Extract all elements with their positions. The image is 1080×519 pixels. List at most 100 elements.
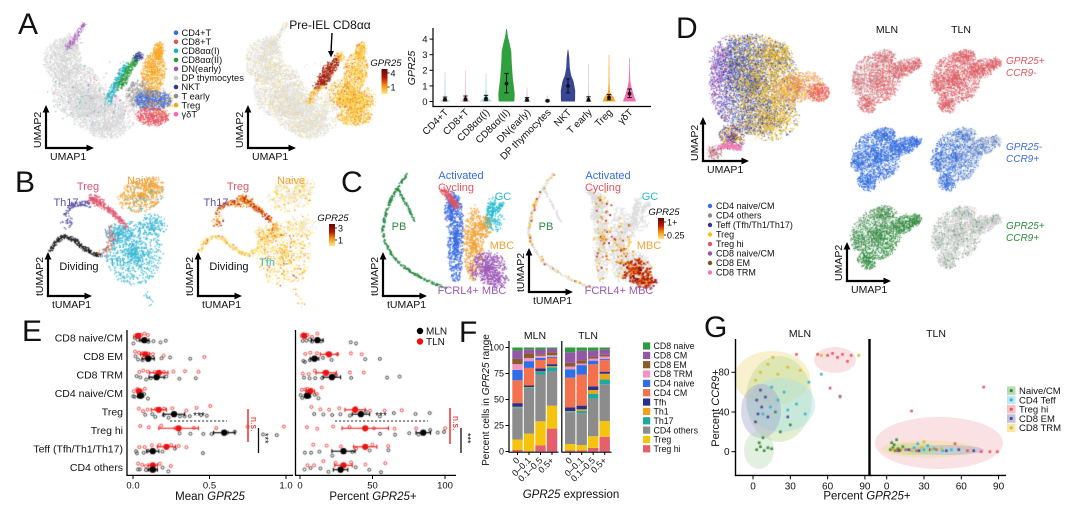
svg-text:CD4 naive/CM: CD4 naive/CM [716, 201, 775, 211]
svg-text:MBC: MBC [490, 240, 515, 252]
svg-text:Percent CCR9+: Percent CCR9+ [710, 369, 722, 446]
svg-text:CD8 TRM: CD8 TRM [77, 370, 123, 382]
svg-text:60: 60 [822, 482, 834, 493]
svg-text:50: 50 [367, 481, 378, 492]
svg-text:CD4 naive: CD4 naive [654, 379, 695, 389]
svg-text:PB: PB [392, 221, 407, 233]
svg-text:Treg: Treg [227, 181, 249, 193]
svg-text:CD4 others: CD4 others [70, 462, 123, 474]
svg-text:CCR9+: CCR9+ [1006, 154, 1039, 165]
svg-text:CD4 others: CD4 others [716, 211, 762, 221]
svg-text:Naive/CM: Naive/CM [1019, 386, 1061, 397]
svg-text:UMAP2: UMAP2 [234, 112, 246, 148]
svg-text:Tfh: Tfh [654, 397, 667, 407]
svg-text:DN(early): DN(early) [182, 64, 222, 74]
svg-text:0: 0 [884, 482, 890, 493]
svg-text:UMAP1: UMAP1 [50, 151, 86, 163]
svg-text:TLN: TLN [951, 24, 971, 36]
svg-text:Dividing: Dividing [209, 261, 248, 273]
svg-text:1+: 1+ [667, 218, 677, 228]
svg-text:MLN: MLN [426, 327, 447, 338]
svg-text:CD8 TRM: CD8 TRM [716, 268, 756, 278]
svg-text:MLN: MLN [789, 328, 811, 340]
svg-text:2: 2 [422, 66, 427, 77]
svg-text:Treg hi: Treg hi [91, 425, 123, 437]
svg-text:0: 0 [422, 97, 427, 108]
svg-text:Teff (Tfh/Th1/Th17): Teff (Tfh/Th1/Th17) [716, 220, 793, 230]
svg-text:tUMAP2: tUMAP2 [369, 257, 381, 296]
svg-text:GC: GC [495, 191, 512, 203]
svg-text:C: C [341, 166, 363, 199]
svg-text:Treg: Treg [102, 407, 123, 419]
svg-text:30: 30 [918, 482, 930, 493]
svg-text:30: 30 [785, 482, 797, 493]
svg-text:GPR25+: GPR25+ [1006, 221, 1045, 232]
svg-text:CD4 CM: CD4 CM [654, 388, 688, 398]
svg-text:0: 0 [297, 481, 302, 492]
svg-text:60: 60 [956, 482, 968, 493]
svg-text:Teff (Tfh/Th1/Th17): Teff (Tfh/Th1/Th17) [33, 444, 123, 456]
svg-text:Treg: Treg [77, 181, 99, 193]
svg-text:***: *** [260, 433, 270, 444]
svg-text:UMAP1: UMAP1 [707, 164, 743, 176]
svg-text:FCRL4+ MBC: FCRL4+ MBC [438, 285, 507, 297]
svg-text:MLN: MLN [524, 330, 546, 342]
svg-text:D: D [676, 12, 698, 45]
svg-text:0.5: 0.5 [203, 481, 216, 492]
svg-text:GPR25+: GPR25+ [1006, 56, 1045, 67]
svg-text:0: 0 [563, 455, 574, 466]
svg-text:n.s.: n.s. [249, 417, 259, 432]
svg-text:TLN: TLN [426, 337, 445, 348]
svg-text:90: 90 [993, 482, 1005, 493]
svg-text:Tfh: Tfh [259, 257, 275, 269]
svg-text:Th17: Th17 [53, 197, 78, 209]
svg-text:GPR25: GPR25 [370, 58, 402, 69]
svg-text:Treg hi: Treg hi [1019, 405, 1048, 416]
svg-text:Naive: Naive [277, 175, 305, 187]
svg-text:Treg hi: Treg hi [654, 444, 681, 454]
svg-text:Th1: Th1 [654, 407, 669, 417]
svg-text:CD4 Teff: CD4 Teff [1019, 395, 1056, 406]
svg-text:Treg: Treg [716, 230, 734, 240]
svg-text:Th17: Th17 [654, 416, 674, 426]
svg-text:tUMAP2: tUMAP2 [184, 257, 196, 296]
svg-text:n.s.: n.s. [451, 416, 461, 431]
svg-text:Treg: Treg [182, 100, 201, 110]
svg-text:UMAP2: UMAP2 [833, 245, 845, 281]
svg-text:40: 40 [718, 407, 730, 418]
svg-text:γδT: γδT [182, 109, 198, 119]
svg-text:CD8 TRM: CD8 TRM [654, 369, 693, 379]
svg-text:3: 3 [422, 50, 427, 61]
svg-text:CD8 naive/CM: CD8 naive/CM [55, 333, 123, 345]
svg-text:CD4 others: CD4 others [654, 425, 699, 435]
svg-text:Cycling: Cycling [585, 182, 621, 194]
svg-text:CD8 EM: CD8 EM [716, 258, 750, 268]
svg-text:tUMAP1: tUMAP1 [533, 295, 572, 307]
svg-text:CCR9-: CCR9- [1006, 68, 1037, 79]
svg-text:CCR9+: CCR9+ [1006, 233, 1039, 244]
svg-text:90: 90 [859, 482, 871, 493]
svg-text:UMAP2: UMAP2 [689, 125, 701, 161]
svg-text:0: 0 [750, 482, 756, 493]
svg-text:CD8 TRM: CD8 TRM [1019, 423, 1061, 434]
svg-text:CD4+T: CD4+T [182, 28, 212, 38]
svg-text:UMAP1: UMAP1 [252, 151, 288, 163]
svg-text:0: 0 [511, 455, 522, 466]
svg-text:25: 25 [494, 421, 504, 431]
svg-text:B: B [15, 166, 35, 199]
svg-text:CD8αα(I): CD8αα(I) [182, 46, 220, 56]
svg-text:4: 4 [422, 35, 427, 46]
svg-text:80: 80 [718, 368, 730, 379]
svg-text:Percent GPR25+: Percent GPR25+ [329, 491, 417, 503]
svg-text:0.0: 0.0 [126, 481, 139, 492]
svg-text:NKT: NKT [182, 82, 201, 92]
svg-text:GC: GC [642, 191, 659, 203]
svg-text:Th17: Th17 [203, 197, 228, 209]
svg-text:GPR25: GPR25 [317, 213, 349, 224]
svg-text:GPR25: GPR25 [406, 51, 418, 86]
svg-text:CD8 naive: CD8 naive [654, 341, 695, 351]
svg-text:GPR25: GPR25 [648, 207, 680, 218]
svg-text:1: 1 [391, 83, 396, 93]
svg-text:Activated: Activated [438, 170, 483, 182]
svg-text:75: 75 [494, 369, 504, 379]
